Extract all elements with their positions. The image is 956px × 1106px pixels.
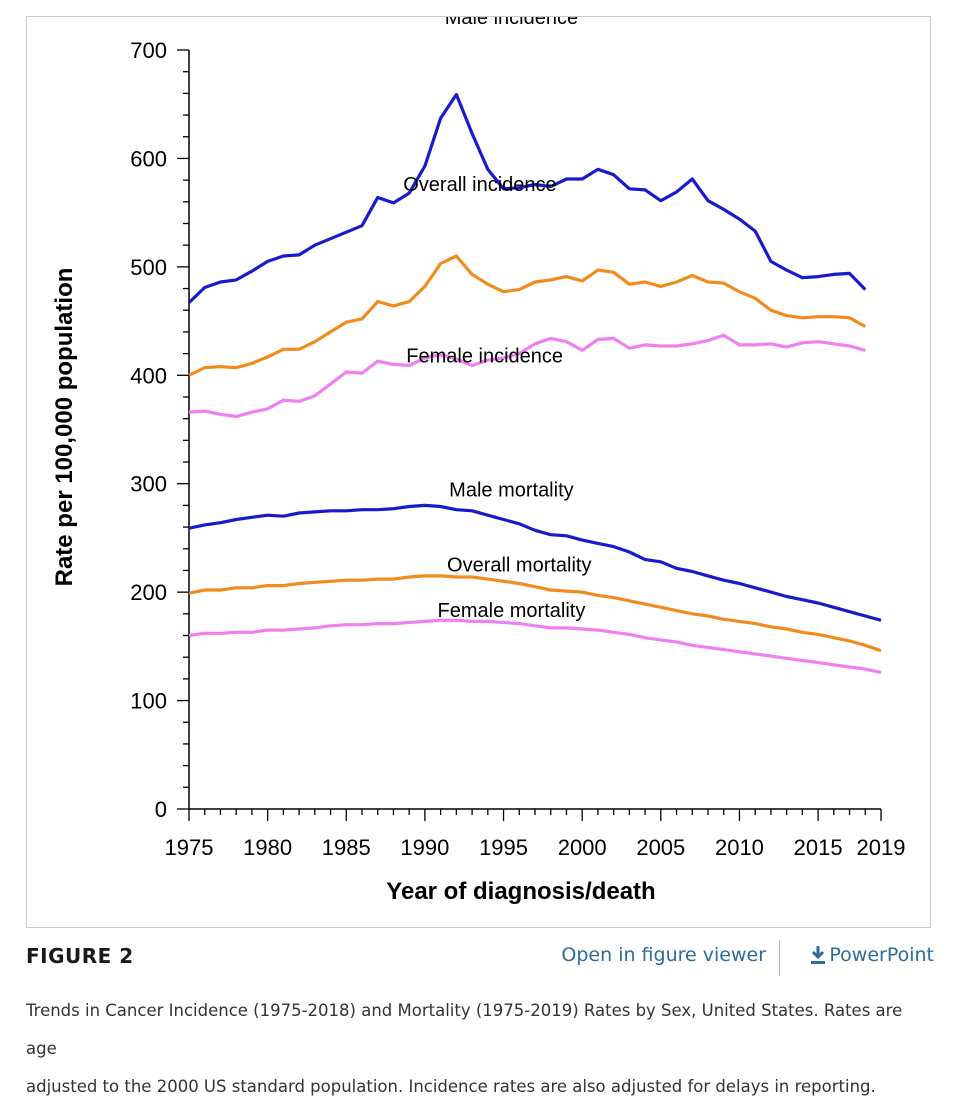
- series-line-male-mortality: [188, 503, 882, 622]
- y-tick-label: 200: [130, 580, 167, 605]
- series-label-overall-incidence: Overall incidence: [403, 174, 556, 196]
- figure-frame: 0 100 200 300 400 500 600 700 1975 1980 1985 1990 19…: [26, 16, 931, 928]
- powerpoint-download-link[interactable]: PowerPoint: [809, 944, 934, 966]
- y-axis-title: Rate per 100,000 population: [51, 268, 78, 587]
- series-labels: Male incidence Overall incidence Female in…: [403, 17, 591, 622]
- caption-divider: [779, 940, 780, 976]
- series-label-male-incidence: Male incidence: [445, 17, 578, 29]
- series-label-female-mortality: Female mortality: [438, 600, 586, 622]
- y-tick-label: 400: [130, 363, 167, 388]
- figure-caption-bar: FIGURE 2 Open in figure viewer PowerPoin…: [26, 940, 934, 976]
- open-figure-viewer-link[interactable]: Open in figure viewer: [561, 944, 766, 966]
- series-label-overall-mortality: Overall mortality: [447, 555, 591, 577]
- series-lines: [187, 92, 882, 674]
- figure-caption: Trends in Cancer Incidence (1975-2018) a…: [26, 992, 936, 1106]
- series-label-female-incidence: Female incidence: [406, 345, 563, 367]
- y-tick-label: 500: [130, 255, 167, 280]
- y-tick-label: 300: [130, 472, 167, 497]
- y-tick-label: 100: [130, 689, 167, 714]
- series-line-female-incidence: [188, 333, 866, 419]
- figure-label: FIGURE 2: [26, 944, 134, 968]
- line-chart: 0 100 200 300 400 500 600 700 1975 1980 1985 1990 19…: [51, 17, 905, 905]
- download-arrow-icon: [811, 946, 826, 964]
- series-line-female-mortality: [188, 618, 882, 674]
- x-tick-label: 1995: [479, 835, 528, 860]
- caption-line-2: adjusted to the 2000 US standard populat…: [26, 1077, 876, 1096]
- x-tick-label: 2000: [558, 835, 607, 860]
- x-tick-label: 2005: [636, 835, 685, 860]
- y-tick-label: 600: [130, 146, 167, 171]
- series-line-overall-incidence: [188, 254, 867, 377]
- axes: 0 100 200 300 400 500 600 700 1975 1980 1985 1990 19…: [130, 38, 905, 860]
- x-tick-label: 2019: [857, 835, 906, 860]
- x-tick-label: 2015: [794, 835, 843, 860]
- powerpoint-label: PowerPoint: [829, 944, 934, 966]
- y-tick-label: 700: [130, 38, 167, 63]
- x-tick-label: 1975: [165, 835, 214, 860]
- series-label-male-mortality: Male mortality: [449, 480, 573, 502]
- caption-line-1: Trends in Cancer Incidence (1975-2018) a…: [26, 1001, 903, 1058]
- x-tick-label: 2010: [715, 835, 764, 860]
- x-tick-label: 1980: [243, 835, 292, 860]
- x-tick-label: 1990: [400, 835, 449, 860]
- series-line-overall-mortality: [188, 574, 882, 653]
- y-tick-label: 0: [155, 797, 167, 822]
- x-axis-title: Year of diagnosis/death: [386, 878, 655, 905]
- x-tick-label: 1985: [322, 835, 371, 860]
- series-line-male-incidence: [187, 92, 867, 304]
